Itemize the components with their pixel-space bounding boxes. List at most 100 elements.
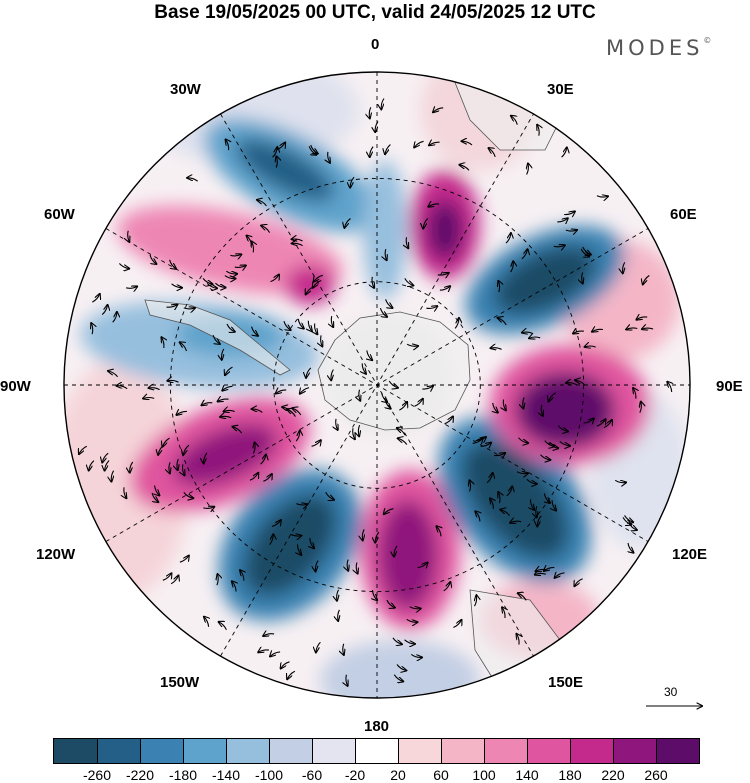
wind-arrow	[143, 397, 155, 398]
label-lon-60w: 60W	[44, 206, 75, 223]
wind-arrow	[426, 306, 437, 308]
wind-arrow	[346, 674, 348, 686]
wind-arrow	[470, 480, 471, 492]
wind-arrow	[203, 507, 214, 509]
wind-arrow	[130, 461, 134, 473]
colorbar-ticks: -260 -220 -180 -140 -100 -60 -20 20 60 100 140 180 2…	[0, 767, 750, 783]
wind-arrow	[166, 305, 178, 308]
wind-arrow	[414, 399, 423, 407]
wind-arrow	[298, 318, 304, 329]
wind-arrow	[475, 437, 486, 440]
meridian-line	[220, 113, 534, 657]
wind-arrow	[527, 164, 529, 175]
wind-arrow	[162, 337, 164, 349]
wind-arrow	[163, 437, 170, 447]
wind-arrow	[385, 299, 393, 308]
wind-arrow	[406, 344, 418, 346]
wind-arrow	[614, 480, 626, 482]
wind-arrow	[549, 392, 556, 402]
wind-arrow	[343, 643, 344, 655]
wind-arrow	[555, 573, 565, 578]
wind-arrow	[308, 320, 312, 331]
wind-arrow	[230, 254, 241, 256]
wind-arrow	[596, 419, 606, 427]
wind-arrow	[101, 305, 107, 316]
page-title: Base 19/05/2025 00 UTC, valid 24/05/2025…	[154, 2, 596, 23]
colorbar-swatch	[312, 739, 355, 763]
wind-arrow	[222, 386, 233, 390]
wind-arrow	[490, 498, 493, 509]
wind-arrow	[544, 440, 554, 447]
wind-arrow	[564, 212, 575, 215]
wind-arrow	[582, 246, 591, 255]
wind-arrow	[622, 517, 631, 524]
wind-arrow	[168, 380, 179, 382]
wind-arrow	[261, 226, 271, 233]
wind-arrow	[249, 473, 258, 481]
wind-arrow	[182, 464, 184, 475]
wind-arrow	[202, 278, 212, 284]
wind-arrow	[183, 308, 195, 309]
wind-arrow	[559, 440, 570, 445]
wind-arrow	[290, 534, 301, 536]
wind-arrow	[362, 529, 364, 540]
wind-arrow	[359, 389, 360, 401]
wind-arrow	[503, 399, 505, 411]
wind-arrow	[102, 452, 109, 462]
wind-arrow	[505, 233, 511, 244]
wind-arrow	[486, 473, 493, 484]
wind-arrow	[328, 151, 330, 163]
wind-arrow	[399, 402, 407, 411]
wind-arrow	[177, 458, 178, 470]
colorbar-swatch	[355, 739, 398, 763]
wind-arrow	[518, 593, 527, 601]
wind-arrow	[518, 437, 529, 443]
wind-arrow	[111, 470, 113, 482]
colorbar-tick-label: -20	[344, 767, 366, 783]
wind-arrow	[300, 387, 310, 394]
wind-arrow	[226, 140, 229, 151]
colorbar-tick-label: 260	[644, 767, 668, 783]
brand-text: MODES	[606, 36, 704, 60]
wind-arrow	[79, 445, 88, 454]
wind-arrow	[623, 262, 625, 273]
wind-arrow	[260, 455, 266, 465]
wind-arrow	[204, 452, 208, 463]
wind-arrow	[162, 573, 172, 581]
wind-arrow	[338, 609, 340, 621]
colorbar-tick-label: 180	[558, 767, 582, 783]
wind-arrow	[92, 294, 99, 303]
wind-arrow	[511, 116, 518, 125]
wind-arrow	[375, 121, 378, 132]
wind-arrow	[498, 281, 499, 293]
label-lon-120w: 120W	[36, 546, 76, 563]
colorbar-tick-label: -100	[254, 767, 284, 783]
wind-arrow	[124, 487, 126, 498]
wind-arrow	[350, 176, 355, 187]
label-lon-90w: 90W	[0, 378, 31, 395]
wind-arrow	[626, 328, 638, 329]
colorbar-tick-label: -60	[301, 767, 323, 783]
colorbar-swatch	[441, 739, 484, 763]
wind-arrow	[276, 390, 287, 394]
colorbar	[53, 738, 700, 764]
wind-arrow	[263, 634, 275, 636]
wind-arrow	[287, 409, 296, 417]
wind-arrow	[169, 462, 170, 473]
wind-arrow	[344, 218, 351, 228]
wind-arrow	[356, 562, 357, 574]
colorbar-tick-label: -180	[168, 767, 198, 783]
wind-arrow	[258, 650, 270, 652]
wind-arrow	[218, 399, 229, 401]
wind-arrow	[386, 599, 395, 608]
wind-arrow	[295, 431, 300, 442]
label-lon-120e: 120E	[672, 546, 708, 563]
wind-arrow	[269, 534, 274, 546]
wind-arrow	[443, 582, 451, 592]
wind-arrow	[557, 425, 568, 432]
wind-arrow	[454, 318, 459, 329]
wind-arrow	[557, 218, 567, 222]
wind-arrow	[240, 570, 244, 581]
wind-arrow	[306, 367, 312, 378]
wind-arrow	[585, 346, 596, 347]
